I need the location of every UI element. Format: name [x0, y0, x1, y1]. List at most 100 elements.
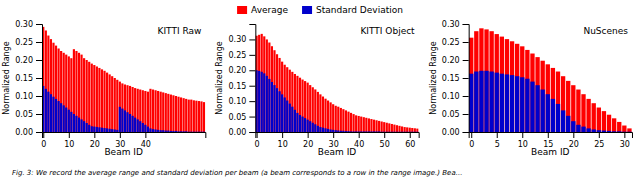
- y-axis-title: Normalized Range: [2, 41, 11, 114]
- x-tick-label: 25: [594, 140, 604, 149]
- y-tick-label: 0.05: [15, 110, 33, 119]
- bar: [180, 131, 182, 132]
- y-tick-mark: [249, 55, 255, 56]
- bar: [340, 131, 342, 132]
- bar: [327, 101, 329, 132]
- bar: [314, 89, 316, 132]
- bar: [586, 128, 590, 132]
- bar: [510, 75, 514, 132]
- bar: [58, 101, 60, 132]
- bar: [414, 131, 416, 132]
- y-tick: 0.15: [442, 74, 469, 83]
- bar: [353, 114, 355, 132]
- bar: [330, 130, 332, 132]
- bar: [345, 131, 347, 132]
- bar: [602, 111, 606, 132]
- bar: [322, 97, 324, 132]
- y-tick-mark: [463, 78, 469, 79]
- bar: [75, 51, 77, 132]
- bar: [301, 80, 303, 132]
- bar: [566, 81, 570, 132]
- bar: [307, 83, 309, 132]
- bar: [586, 99, 590, 132]
- x-tick: 20: [90, 132, 100, 149]
- bar: [307, 120, 309, 132]
- x-axis-line: [469, 133, 632, 139]
- bar: [86, 60, 88, 132]
- x-axis-title: Beam ID: [104, 147, 143, 157]
- bar: [147, 92, 149, 132]
- bar: [391, 124, 393, 132]
- bar: [337, 107, 339, 132]
- bar: [86, 123, 88, 132]
- bar: [78, 118, 80, 132]
- bar: [198, 101, 200, 132]
- legend-swatch: [237, 6, 247, 14]
- bar: [365, 131, 367, 132]
- bar: [139, 90, 141, 132]
- bar: [627, 131, 631, 132]
- x-tick-mark: [359, 132, 360, 138]
- series: [469, 28, 632, 132]
- x-tick-mark: [94, 132, 95, 138]
- bar: [200, 131, 202, 132]
- bar: [479, 71, 483, 132]
- bar: [80, 55, 82, 132]
- x-tick-mark: [573, 132, 574, 138]
- bar: [607, 115, 611, 132]
- bar: [571, 85, 575, 132]
- bar: [551, 99, 555, 132]
- bar: [530, 54, 534, 132]
- bar: [576, 90, 580, 132]
- bar: [365, 118, 367, 132]
- bar: [132, 87, 134, 132]
- bar: [165, 93, 167, 132]
- bar: [273, 50, 275, 132]
- y-tick-label: 0.25: [229, 51, 247, 60]
- bar: [144, 125, 146, 132]
- y-tick-mark: [36, 24, 42, 25]
- bar: [505, 74, 509, 132]
- y-tick-mark: [36, 78, 42, 79]
- y-tick-label: 0.05: [229, 113, 247, 122]
- y-tick-mark: [463, 96, 469, 97]
- bar: [121, 83, 123, 132]
- bar: [622, 126, 626, 132]
- bar: [294, 110, 296, 132]
- y-tick: 0.30: [229, 35, 256, 44]
- x-tick: 25: [594, 132, 604, 149]
- y-tick-label: 0.00: [229, 128, 247, 137]
- bar: [137, 89, 139, 132]
- y-tick-mark: [36, 132, 42, 133]
- y-tick-label: 0.30: [229, 35, 247, 44]
- bar: [134, 88, 136, 132]
- bar: [116, 80, 118, 132]
- bar: [271, 46, 273, 132]
- series: [256, 34, 419, 132]
- bar: [330, 102, 332, 132]
- bar: [80, 119, 82, 132]
- y-tick: 0.00: [229, 128, 256, 137]
- bar: [106, 128, 108, 132]
- bar: [96, 127, 98, 132]
- x-tick-mark: [548, 132, 549, 138]
- bar: [551, 68, 555, 132]
- bar: [520, 46, 524, 132]
- bar: [193, 131, 195, 132]
- y-tick-mark: [249, 70, 255, 71]
- bar: [373, 120, 375, 132]
- x-tick: 60: [405, 132, 415, 149]
- bar: [157, 130, 159, 132]
- x-tick-mark: [43, 132, 44, 138]
- bar: [114, 78, 116, 132]
- bar: [296, 113, 298, 132]
- series: [42, 27, 205, 132]
- x-axis-title: Beam ID: [318, 147, 357, 157]
- bar: [70, 112, 72, 132]
- bar: [263, 36, 265, 132]
- x-tick-label: 0: [255, 140, 260, 149]
- bars: [469, 28, 632, 132]
- bar: [398, 131, 400, 132]
- bar: [345, 110, 347, 132]
- y-tick-label: 0.20: [15, 56, 33, 65]
